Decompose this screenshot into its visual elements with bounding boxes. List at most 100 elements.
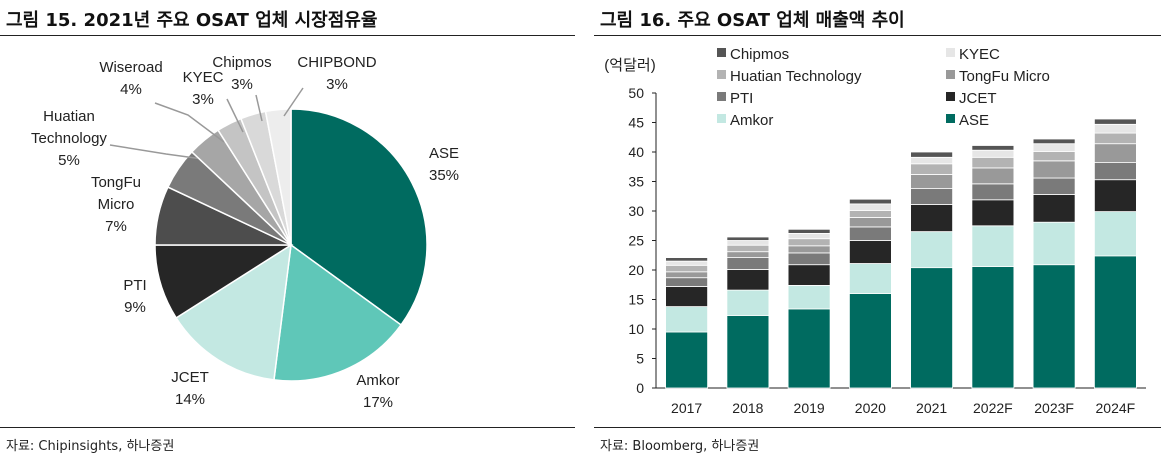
bar-chipmos-2023f xyxy=(1032,138,1076,145)
x-tick-label: 2022F xyxy=(973,400,1013,416)
leader-line-chipmos xyxy=(255,94,263,122)
legend-swatch-chipmos xyxy=(717,48,726,57)
bar-kyec-2020 xyxy=(848,203,892,211)
bar-pti-2017 xyxy=(665,277,708,287)
title-rule xyxy=(594,35,1161,36)
revenue-stacked-bar-chart: (억달러) 0 5 10 15 20 25 30 35 40 45 50 2017 2018 2019 202… xyxy=(604,46,1146,416)
legend-swatch-ase xyxy=(946,114,955,123)
bar-ase-2023f xyxy=(1032,264,1076,389)
title-rule xyxy=(0,35,575,36)
revenue-trend-panel: 그림 16. 주요 OSAT 업체 매출액 추이 (억달러) 0 5 10 15 20 25… xyxy=(594,0,1161,461)
pie-slice-chipbond xyxy=(264,108,292,246)
bar-jcet-2022f xyxy=(971,199,1015,227)
y-tick-label: 5 xyxy=(636,351,644,367)
y-tick-label: 0 xyxy=(636,380,644,396)
bar-huatian-technology-2019 xyxy=(787,238,831,247)
bar-amkor-2024f xyxy=(1093,211,1137,257)
bar-tongfu-micro-2022f xyxy=(971,167,1015,185)
bar-huatian-technology-2022f xyxy=(971,156,1015,169)
x-tick-label: 2018 xyxy=(732,400,763,416)
bar-amkor-2020 xyxy=(848,263,892,295)
legend-swatch-kyec xyxy=(946,48,955,57)
legend-label-ase: ASE xyxy=(959,112,989,129)
legend-swatch-tongfu-micro xyxy=(946,70,955,79)
y-tick-label: 10 xyxy=(628,321,644,337)
bar-tongfu-micro-2020 xyxy=(848,217,892,228)
pie-slice-ase xyxy=(290,108,428,326)
figure-15-source: 자료: Chipinsights, 하나증권 xyxy=(6,439,175,454)
pie-label-tongfu-micro: TongFu Micro 7% xyxy=(91,174,141,235)
market-share-panel: 그림 15. 2021년 주요 OSAT 업체 시장점유율 ASE 35% Amko… xyxy=(0,0,575,461)
x-tick-label: 2023F xyxy=(1034,400,1074,416)
bar-pti-2023f xyxy=(1032,177,1076,195)
bar-chipmos-2024f xyxy=(1093,118,1137,125)
leader-line-kyec xyxy=(226,98,244,133)
bar-kyec-2019 xyxy=(787,232,831,240)
figure-16-source: 자료: Bloomberg, 하나증권 xyxy=(600,439,760,454)
bar-kyec-2021 xyxy=(910,156,954,165)
y-tick-label: 35 xyxy=(628,174,644,190)
bar-chipmos-2022f xyxy=(971,145,1015,151)
bar-ase-2019 xyxy=(787,308,831,389)
legend-label-jcet: JCET xyxy=(959,90,997,107)
pie-label-ase: ASE 35% xyxy=(429,145,459,184)
figure-16-title: 그림 16. 주요 OSAT 업체 매출액 추이 xyxy=(600,10,905,31)
x-tick-label: 2021 xyxy=(916,400,947,416)
pie-label-kyec: KYEC 3% xyxy=(183,69,224,108)
bar-amkor-2018 xyxy=(726,289,770,316)
x-tick-label: 2020 xyxy=(855,400,886,416)
bar-amkor-2017 xyxy=(665,306,708,333)
bar-ase-2020 xyxy=(848,293,892,389)
bar-tongfu-micro-2024f xyxy=(1093,143,1137,163)
pie-slice-amkor xyxy=(273,243,403,382)
legend-swatch-jcet xyxy=(946,92,955,101)
y-tick-label: 40 xyxy=(628,144,644,160)
pie-label-chipbond: CHIPBOND 3% xyxy=(297,54,376,93)
bar-kyec-2017 xyxy=(665,260,708,266)
pie-label-wiseroad: Wiseroad 4% xyxy=(99,59,162,98)
bar-ase-2018 xyxy=(726,314,770,389)
pie-label-jcet: JCET 14% xyxy=(171,369,209,408)
legend-label-tongfu-micro: TongFu Micro xyxy=(959,68,1050,85)
bar-tongfu-micro-2017 xyxy=(665,271,708,279)
y-tick-label: 25 xyxy=(628,233,644,249)
bar-huatian-technology-2021 xyxy=(910,163,954,175)
pie-label-pti: PTI 9% xyxy=(123,277,146,316)
leader-line-wiseroad xyxy=(154,102,225,143)
source-rule xyxy=(0,427,575,428)
bar-ase-2017 xyxy=(665,331,708,389)
bar-pti-2020 xyxy=(848,226,892,241)
y-tick-label: 30 xyxy=(628,203,644,219)
bar-jcet-2021 xyxy=(910,204,954,233)
y-tick-label: 15 xyxy=(628,292,644,308)
bar-pti-2019 xyxy=(787,252,831,266)
legend-swatch-huatian-technology xyxy=(717,70,726,79)
bar-tongfu-micro-2021 xyxy=(910,173,954,189)
pie-label-amkor: Amkor 17% xyxy=(356,372,399,411)
bar-jcet-2020 xyxy=(848,240,892,264)
legend-label-kyec: KYEC xyxy=(959,46,1000,63)
legend-label-chipmos: Chipmos xyxy=(730,46,789,63)
x-tick-label: 2024F xyxy=(1096,400,1136,416)
bar-kyec-2022f xyxy=(971,149,1015,158)
bar-pti-2018 xyxy=(726,257,770,270)
bar-jcet-2023f xyxy=(1032,194,1076,223)
legend-label-pti: PTI xyxy=(730,90,753,107)
bar-pti-2021 xyxy=(910,188,954,205)
bar-huatian-technology-2020 xyxy=(848,209,892,218)
bar-kyec-2018 xyxy=(726,240,770,246)
bar-ase-2024f xyxy=(1093,255,1137,389)
bar-kyec-2024f xyxy=(1093,123,1137,134)
x-tick-label: 2019 xyxy=(794,400,825,416)
legend-swatch-amkor xyxy=(717,114,726,123)
legend-swatch-pti xyxy=(717,92,726,101)
bar-huatian-technology-2024f xyxy=(1093,132,1137,145)
legend-label-amkor: Amkor xyxy=(730,112,773,129)
bar-amkor-2019 xyxy=(787,284,831,310)
bar-huatian-technology-2023f xyxy=(1032,151,1076,162)
bar-jcet-2018 xyxy=(726,268,770,291)
bar-chipmos-2021 xyxy=(910,151,954,158)
bar-chipmos-2019 xyxy=(787,228,831,234)
bar-ase-2022f xyxy=(971,266,1015,389)
y-unit-label: (억달러) xyxy=(604,57,655,74)
